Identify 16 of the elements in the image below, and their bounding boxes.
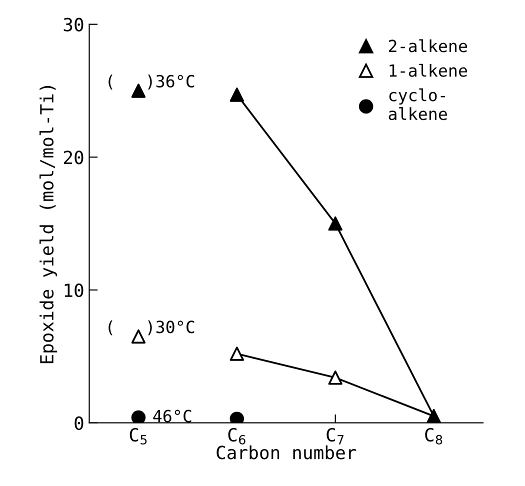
annotation: ( )36°C [108, 74, 194, 90]
x-axis-title: Carbon number [216, 445, 356, 460]
y-axis-title: Epoxide yield (mol/mol-Ti) [40, 86, 58, 364]
y-tick-label: 20 [64, 150, 84, 164]
y-tick-label: 10 [64, 283, 84, 298]
legend-label: 2-alkene [388, 39, 468, 52]
x-tick-label: C$_{8}$ [425, 428, 442, 444]
annotation: 46°C [153, 410, 192, 422]
annotation: ( )30°C [108, 320, 194, 336]
y-tick-label: 30 [64, 18, 84, 32]
x-tick-label: C$_{7}$ [326, 428, 344, 444]
x-tick-label: C$_{6}$ [228, 428, 246, 444]
legend-label: 1-alkene [390, 64, 468, 77]
x-tick-label: C$_{5}$ [130, 428, 147, 444]
legend-label: cyclo- alkene [388, 88, 447, 120]
y-tick-label: 0 [74, 416, 84, 430]
